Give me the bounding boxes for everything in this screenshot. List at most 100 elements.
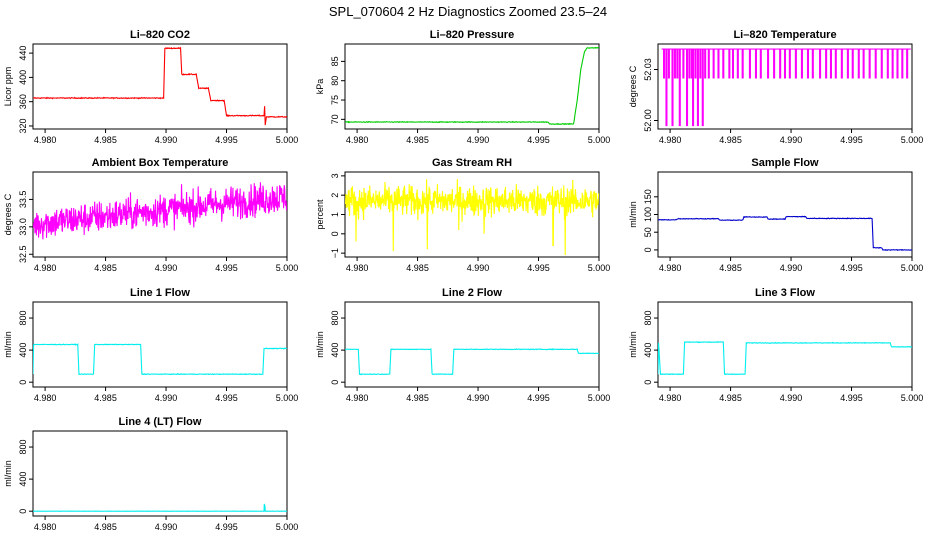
y-tick-label: 80 (330, 76, 340, 86)
x-tick-label: 4.980 (346, 135, 369, 145)
y-tick-label: 440 (18, 46, 28, 61)
x-tick-label: 4.995 (840, 393, 863, 403)
x-tick-label: 5.000 (588, 135, 611, 145)
figure-title: SPL_070604 2 Hz Diagnostics Zoomed 23.5–… (329, 4, 607, 19)
y-tick-label: 32.5 (18, 245, 28, 263)
x-tick-label: 4.990 (467, 263, 490, 273)
panel-title-temperature: Li–820 Temperature (733, 29, 836, 41)
x-tick-label: 4.980 (34, 522, 57, 532)
x-tick-label: 4.985 (94, 393, 117, 403)
x-tick-label: 5.000 (276, 393, 299, 403)
y-tick-label: 800 (643, 311, 653, 326)
x-tick-label: 4.990 (155, 522, 178, 532)
panel-title-line2: Line 2 Flow (442, 287, 502, 299)
x-tick-label: 5.000 (588, 393, 611, 403)
y-tick-label: 400 (18, 70, 28, 85)
x-tick-label: 4.980 (34, 263, 57, 273)
x-tick-label: 4.985 (406, 135, 429, 145)
x-tick-label: 4.990 (780, 393, 803, 403)
x-tick-label: 4.980 (659, 263, 682, 273)
series-line-line1 (33, 343, 287, 376)
y-axis-label-line2: ml/min (315, 331, 325, 358)
y-axis-label-pressure: kPa (315, 79, 325, 95)
y-tick-label: 75 (330, 95, 340, 105)
y-tick-label: 100 (643, 207, 653, 222)
panel-pressure: Li–820 Pressure 4.980 4.985 4.990 4.995 5.000… (315, 29, 610, 145)
x-tick-label: 4.990 (155, 393, 178, 403)
x-tick-label: 4.980 (659, 393, 682, 403)
plot-frame-co2 (32, 43, 288, 130)
panel-line3: Line 3 Flow 4.980 4.985 4.990 4.995 5.000 0 400… (628, 287, 923, 403)
x-tick-label: 5.000 (276, 263, 299, 273)
panel-title-line4: Line 4 (LT) Flow (119, 416, 202, 428)
y-tick-label: 70 (330, 114, 340, 124)
x-tick-label: 4.980 (659, 135, 682, 145)
panel-title-sample_flow: Sample Flow (751, 157, 819, 169)
y-tick-label: 85 (330, 56, 340, 66)
y-tick-label: 0 (330, 380, 340, 385)
panel-title-ambient: Ambient Box Temperature (92, 157, 229, 169)
x-tick-label: 4.985 (94, 522, 117, 532)
y-tick-label: 33.5 (18, 191, 28, 209)
x-tick-label: 4.980 (346, 393, 369, 403)
y-axis-label-line3: ml/min (628, 331, 638, 358)
plot-frame-line1 (32, 301, 288, 388)
x-tick-label: 4.995 (840, 263, 863, 273)
x-tick-label: 5.000 (276, 135, 299, 145)
x-tick-label: 4.980 (34, 135, 57, 145)
x-tick-label: 4.990 (155, 135, 178, 145)
series-line-pressure (345, 46, 599, 126)
y-tick-label: −1 (330, 248, 340, 258)
plot-frame-rh (344, 171, 600, 258)
y-axis-label-ambient: degrees C (3, 193, 13, 235)
panel-title-line3: Line 3 Flow (755, 287, 815, 299)
y-tick-label: 0 (643, 380, 653, 385)
y-axis-label-line4: ml/min (3, 460, 13, 487)
panel-title-co2: Li–820 CO2 (130, 29, 190, 41)
y-tick-label: 150 (643, 189, 653, 204)
x-tick-label: 5.000 (901, 393, 924, 403)
x-tick-label: 4.990 (467, 393, 490, 403)
x-tick-label: 4.995 (215, 263, 238, 273)
y-tick-label: 52.00 (643, 109, 653, 132)
panel-title-rh: Gas Stream RH (432, 157, 512, 169)
y-tick-label: 3 (330, 173, 340, 178)
series-line-ambient (33, 182, 287, 240)
y-axis-label-rh: percent (315, 199, 325, 230)
x-tick-label: 4.995 (215, 135, 238, 145)
plot-frame-line4 (32, 430, 288, 517)
y-axis-label-co2: Licor ppm (3, 67, 13, 107)
plot-frame-temperature (657, 43, 913, 130)
y-tick-label: 400 (18, 343, 28, 358)
x-tick-label: 5.000 (901, 135, 924, 145)
plot-frame-line2 (344, 301, 600, 388)
panel-temperature: Li–820 Temperature 4.980 4.985 4.990 4.995 5.… (628, 29, 923, 145)
x-tick-label: 5.000 (901, 263, 924, 273)
x-tick-label: 4.985 (719, 135, 742, 145)
x-tick-label: 4.995 (527, 393, 550, 403)
x-tick-label: 4.995 (840, 135, 863, 145)
series-line-line4 (33, 503, 287, 512)
x-tick-label: 5.000 (276, 522, 299, 532)
panel-line1: Line 1 Flow 4.980 4.985 4.990 4.995 5.000 0 400… (3, 287, 298, 403)
plot-frame-ambient (32, 171, 288, 258)
y-tick-label: 800 (18, 440, 28, 455)
panel-ambient: Ambient Box Temperature 4.980 4.985 4.990 4.… (3, 157, 298, 273)
x-tick-label: 4.995 (215, 522, 238, 532)
plot-frame-line3 (657, 301, 913, 388)
x-tick-label: 5.000 (588, 263, 611, 273)
y-tick-label: 1 (330, 212, 340, 217)
y-tick-label: 800 (18, 311, 28, 326)
x-tick-label: 4.995 (527, 135, 550, 145)
x-tick-label: 4.980 (34, 393, 57, 403)
series-line-rh (345, 179, 599, 256)
panel-line2: Line 2 Flow 4.980 4.985 4.990 4.995 5.000 0 400… (315, 287, 610, 403)
series-line-line3 (658, 341, 912, 376)
y-tick-label: 400 (18, 472, 28, 487)
y-tick-label: 0 (330, 231, 340, 236)
y-tick-label: 0 (18, 380, 28, 385)
x-tick-label: 4.985 (719, 263, 742, 273)
y-tick-label: 0 (18, 509, 28, 514)
